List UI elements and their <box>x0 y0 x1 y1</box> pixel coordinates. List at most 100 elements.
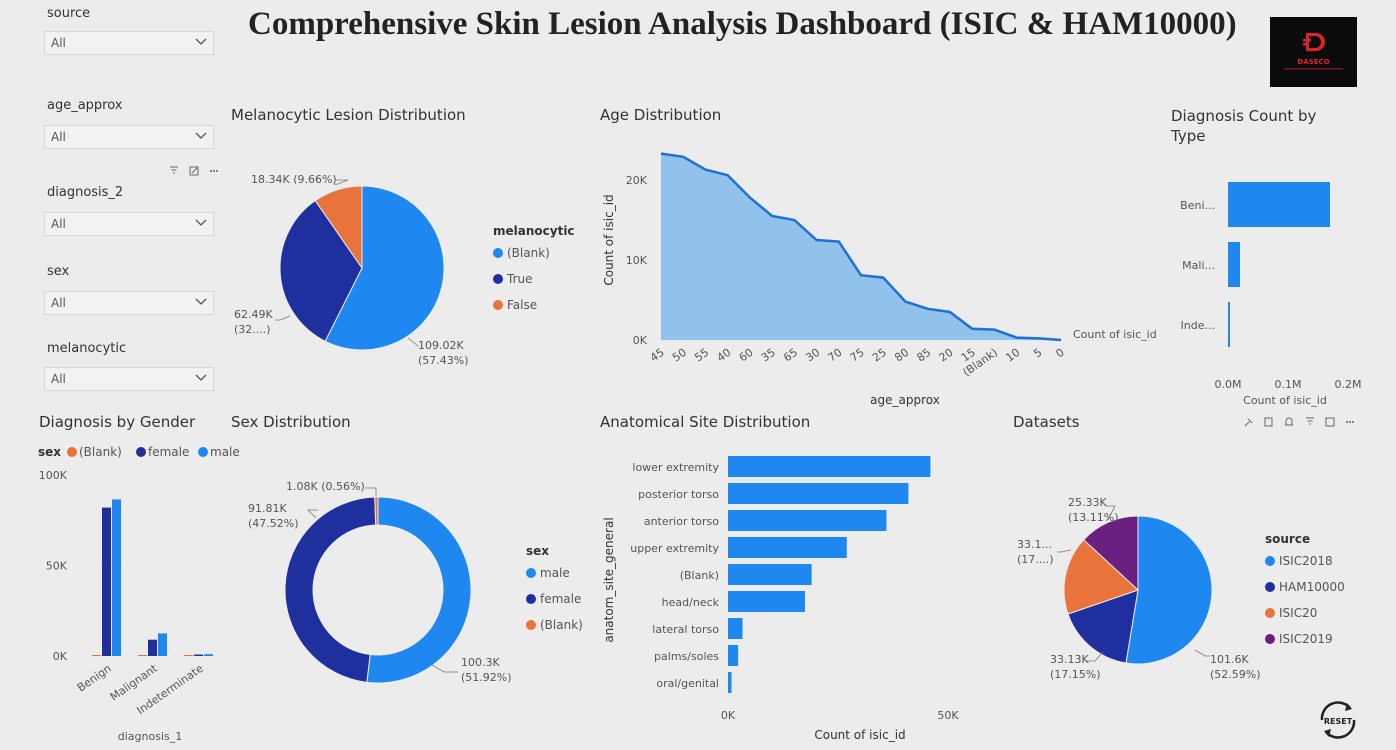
pie-slice-3 <box>1082 515 1139 592</box>
reset-icon <box>1320 701 1351 721</box>
x-axis-title: Count of isic_id <box>1243 394 1327 407</box>
legend-marker <box>526 620 536 630</box>
bar <box>728 672 732 693</box>
bar <box>194 654 203 656</box>
more-options-icon[interactable] <box>210 170 218 172</box>
legend-marker <box>493 274 503 284</box>
slicer-sex-value: All <box>51 296 66 310</box>
y-tick-label: upper extremity <box>630 542 719 555</box>
gender-bar-chart[interactable]: sex (Blank) female male0K50K100KBenignMalig… <box>30 440 240 745</box>
sex-donut-chart[interactable]: 100.3K (51.92%) 91.81K (47.52%) 1.08K (0.56%… <box>230 470 600 700</box>
x-axis-title: Count of isic_id <box>814 728 905 742</box>
chevron-down-icon <box>195 298 207 305</box>
series-label: Count of isic_id <box>1073 328 1157 341</box>
x-tick-label: 35 <box>759 346 778 365</box>
leader-line-2 <box>365 487 377 496</box>
bell-icon[interactable] <box>1285 417 1293 426</box>
leader-line-1 <box>307 509 318 519</box>
slicer-sex-dropdown[interactable]: All <box>44 291 214 315</box>
anatomical-bar-chart[interactable]: lower extremity posterior torso anterior t… <box>595 440 995 745</box>
y-tick-label: 0K <box>53 650 68 663</box>
bar <box>728 537 847 558</box>
x-tick-label: 50K <box>937 709 959 722</box>
legend-marker <box>526 594 536 604</box>
anatomical-chart-title: Anatomical Site Distribution <box>600 413 811 431</box>
legend-item: (Blank) <box>540 618 583 632</box>
focus-mode-icon[interactable] <box>1325 417 1335 427</box>
bar <box>184 655 193 656</box>
pie-slice-2 <box>374 496 379 526</box>
slicer-source-label: source <box>47 6 91 21</box>
bar <box>138 655 147 656</box>
leader-line-2 <box>334 179 349 186</box>
bar <box>102 507 111 656</box>
x-axis-title: diagnosis_1 <box>118 730 182 743</box>
y-axis-title: anatom_site_general <box>602 517 616 642</box>
pin-icon[interactable] <box>1244 418 1253 427</box>
legend-marker <box>1265 582 1275 592</box>
pie-slice-0 <box>324 185 445 351</box>
slicer-melanocytic-value: All <box>51 372 66 386</box>
datasets-visual-header-icons <box>1244 417 1354 427</box>
data-label: 33.1... <box>1017 538 1052 551</box>
slicer-age-value: All <box>51 130 66 144</box>
filter-icon[interactable] <box>1306 417 1314 425</box>
copy-icon[interactable] <box>1264 417 1273 427</box>
sex-chart-title: Sex Distribution <box>231 413 351 431</box>
y-tick-label: Inde... <box>1181 319 1215 332</box>
datasets-pie-chart[interactable]: 101.6K (52.59%) 33.13K (17.15%) 33.1... (17..… <box>1005 480 1385 690</box>
y-tick-label: 100K <box>39 469 68 482</box>
x-tick-label: 55 <box>692 346 711 365</box>
data-label: (17.15%) <box>1050 668 1101 681</box>
diagnosis-type-chart-title: Diagnosis Count by Type <box>1171 107 1317 145</box>
legend-marker <box>67 447 77 457</box>
y-tick-label: (Blank) <box>680 569 719 582</box>
logo-text: DASECO <box>1297 58 1329 66</box>
focus-mode-icon[interactable] <box>189 166 199 176</box>
legend-title: sex <box>38 445 61 459</box>
legend-marker <box>493 300 503 310</box>
slicer-melanocytic-dropdown[interactable]: All <box>44 367 214 391</box>
melanocytic-chart-title: Melanocytic Lesion Distribution <box>231 106 466 124</box>
x-tick-label: 20 <box>937 346 956 365</box>
slicer-source-dropdown[interactable]: All <box>44 31 214 55</box>
data-label: 100.3K <box>461 656 500 669</box>
x-tick-label: 50 <box>670 346 689 365</box>
y-axis-title: Count of isic_id <box>602 194 616 285</box>
x-tick-label: Benign <box>75 662 114 695</box>
slicer-age-dropdown[interactable]: All <box>44 125 214 149</box>
datasets-chart-title: Datasets <box>1013 413 1080 431</box>
data-label: 109.02K <box>418 339 464 352</box>
y-tick-label: posterior torso <box>638 488 719 501</box>
legend-title: source <box>1265 532 1310 546</box>
legend-title: sex <box>526 544 549 558</box>
more-options-icon[interactable] <box>1346 421 1354 423</box>
data-label: (32....) <box>234 323 271 336</box>
data-label: 33.13K <box>1050 653 1089 666</box>
y-tick-label: 50K <box>46 560 68 573</box>
pie-slice-0 <box>1125 515 1213 665</box>
slicer-diagnosis2-dropdown[interactable]: All <box>44 212 214 236</box>
legend-item: female <box>148 445 189 459</box>
y-tick-label: palms/soles <box>654 650 719 663</box>
melanocytic-pie-chart[interactable]: 109.02K (57.43%) 62.49K (32....) 18.34K (9.6… <box>230 160 600 380</box>
leader-line-1 <box>275 315 291 321</box>
data-label: (13.11%) <box>1068 511 1119 524</box>
bar <box>112 499 121 656</box>
filter-icon[interactable] <box>170 166 178 174</box>
bar <box>204 654 213 656</box>
reset-button[interactable]: RESET <box>1314 698 1362 742</box>
legend-item: True <box>506 272 533 286</box>
legend-marker <box>493 248 503 258</box>
age-chart-title: Age Distribution <box>600 106 722 124</box>
legend-marker <box>1265 556 1275 566</box>
legend-marker <box>136 447 146 457</box>
bar <box>148 639 157 656</box>
company-logo: DASECO <box>1270 17 1357 87</box>
x-tick-label: 0K <box>721 709 736 722</box>
diagnosis-type-bar-chart[interactable]: Beni... Mali... Inde... 0.0M 0.1M 0.2M Count o… <box>1175 160 1375 410</box>
legend-item: False <box>507 298 537 312</box>
bar <box>1228 242 1240 287</box>
bar <box>728 645 739 666</box>
